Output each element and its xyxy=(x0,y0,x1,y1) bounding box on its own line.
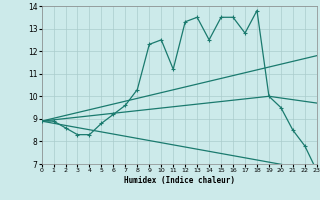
X-axis label: Humidex (Indice chaleur): Humidex (Indice chaleur) xyxy=(124,176,235,185)
